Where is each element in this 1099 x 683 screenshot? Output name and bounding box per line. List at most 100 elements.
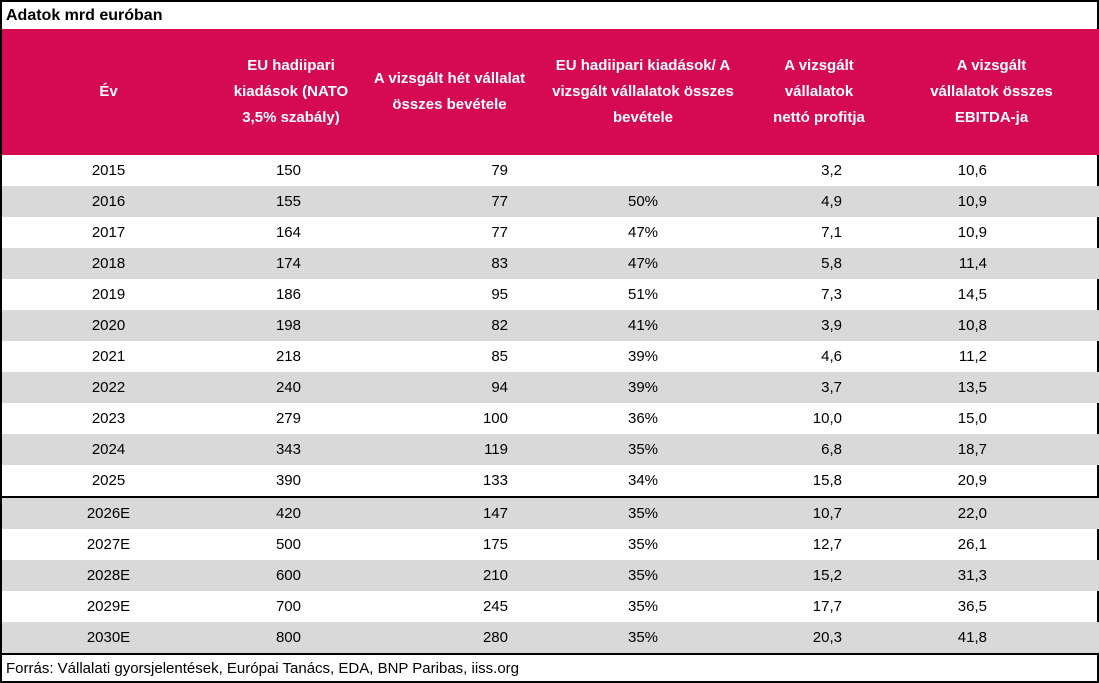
value-cell: 18,7 xyxy=(957,441,987,458)
value-cell: 10,8 xyxy=(957,317,987,334)
value-cell: 39% xyxy=(627,348,659,365)
table-row: 2026E 420 147 35% 10,7 22,0 xyxy=(2,496,1099,529)
value-cell: 100 xyxy=(482,410,508,427)
value-cell: 6,8 xyxy=(821,441,842,458)
value-cell: 245 xyxy=(482,598,508,615)
year-cell: 2015 xyxy=(91,162,126,179)
value-cell: 94 xyxy=(491,379,508,396)
value-cell: 4,6 xyxy=(821,348,842,365)
table-row: 2019 186 95 51% 7,3 14,5 xyxy=(2,279,1099,310)
table-row: 2028E 600 210 35% 15,2 31,3 xyxy=(2,560,1099,591)
table-row: 2027E 500 175 35% 12,7 26,1 xyxy=(2,529,1099,560)
value-cell: 14,5 xyxy=(957,286,987,303)
year-cell: 2022 xyxy=(91,379,126,396)
value-cell: 47% xyxy=(627,224,659,241)
value-cell: 420 xyxy=(215,496,367,529)
year-cell: 2027E xyxy=(86,536,131,553)
column-header-seven-companies-revenue: A vizsgált hét vállalat összes bevétele xyxy=(367,29,532,155)
value-cell: 11,4 xyxy=(958,255,987,272)
value-cell: 119 xyxy=(484,441,508,458)
table-row: 2023 279 100 36% 10,0 15,0 xyxy=(2,403,1099,434)
table-row: 2016 155 77 50% 4,9 10,9 xyxy=(2,186,1099,217)
value-cell: 95 xyxy=(491,286,508,303)
value-cell: 280 xyxy=(482,629,508,646)
value-cell: 35% xyxy=(627,629,659,646)
value-cell: 11,2 xyxy=(958,348,987,365)
value-cell: 500 xyxy=(275,536,301,553)
value-cell: 85 xyxy=(491,348,508,365)
value-cell: 10,9 xyxy=(957,224,987,241)
value-cell: 7,3 xyxy=(821,286,842,303)
table-row: 2015 150 79 3,2 10,6 xyxy=(2,155,1099,186)
year-cell: 2023 xyxy=(91,410,126,427)
value-cell: 15,2 xyxy=(812,567,842,584)
value-cell: 7,1 xyxy=(821,224,842,241)
value-cell: 20,3 xyxy=(812,629,842,646)
year-cell: 2026E xyxy=(2,496,215,529)
value-cell: 22,0 xyxy=(884,496,1099,529)
year-cell: 2030E xyxy=(86,629,131,646)
value-cell: 12,7 xyxy=(812,536,842,553)
value-cell: 79 xyxy=(491,162,508,179)
value-cell: 13,5 xyxy=(957,379,987,396)
value-cell: 35% xyxy=(627,567,659,584)
value-cell: 10,0 xyxy=(812,410,842,427)
value-cell: 186 xyxy=(275,286,301,303)
table-row: 2018 174 83 47% 5,8 11,4 xyxy=(2,248,1099,279)
value-cell: 198 xyxy=(275,317,301,334)
value-cell: 50% xyxy=(627,193,659,210)
value-cell: 5,8 xyxy=(821,255,842,272)
value-cell: 41,8 xyxy=(957,629,987,646)
value-cell: 4,9 xyxy=(821,193,842,210)
table-row: 2030E 800 280 35% 20,3 41,8 xyxy=(2,622,1099,653)
value-cell: 3,2 xyxy=(821,162,842,179)
column-header-eu-defense-spending: EU hadiipari kiadások (NATO 3,5% szabály… xyxy=(215,29,367,155)
table-body: 2015 150 79 3,2 10,6 2016 155 77 50% 4,9 10,9 2017 1… xyxy=(2,155,1099,653)
value-cell xyxy=(532,155,754,186)
value-cell: 800 xyxy=(275,629,301,646)
value-cell: 155 xyxy=(275,193,301,210)
table-title: Adatok mrd euróban xyxy=(6,6,163,24)
value-cell: 174 xyxy=(275,255,301,272)
year-cell: 2018 xyxy=(91,255,126,272)
value-cell: 240 xyxy=(275,379,301,396)
value-cell: 600 xyxy=(275,567,301,584)
column-header-year: Év xyxy=(2,29,215,155)
value-cell: 41% xyxy=(627,317,659,334)
year-cell: 2024 xyxy=(91,441,126,458)
value-cell: 47% xyxy=(627,255,659,272)
year-cell: 2025 xyxy=(91,472,126,489)
value-cell: 36,5 xyxy=(957,598,987,615)
value-cell: 10,7 xyxy=(754,496,884,529)
value-cell: 17,7 xyxy=(812,598,842,615)
value-cell: 279 xyxy=(275,410,301,427)
value-cell: 15,0 xyxy=(957,410,987,427)
year-cell: 2019 xyxy=(91,286,126,303)
value-cell: 35% xyxy=(627,441,659,458)
value-cell: 175 xyxy=(482,536,508,553)
column-header-net-profit: A vizsgált vállalatok nettó profitja xyxy=(754,29,884,155)
year-cell: 2029E xyxy=(86,598,131,615)
value-cell: 3,7 xyxy=(821,379,842,396)
value-cell: 35% xyxy=(627,598,659,615)
table-row: 2025 390 133 34% 15,8 20,9 xyxy=(2,465,1099,497)
value-cell: 10,6 xyxy=(957,162,987,179)
value-cell: 51% xyxy=(627,286,659,303)
source-note: Forrás: Vállalati gyorsjelentések, Európ… xyxy=(2,653,1097,681)
year-cell: 2021 xyxy=(91,348,126,365)
year-cell: 2020 xyxy=(91,317,126,334)
value-cell: 390 xyxy=(275,472,301,489)
value-cell: 36% xyxy=(627,410,659,427)
value-cell: 147 xyxy=(367,496,532,529)
value-cell: 31,3 xyxy=(957,567,987,584)
defense-spending-table: Év EU hadiipari kiadások (NATO 3,5% szab… xyxy=(2,29,1099,653)
value-cell: 35% xyxy=(532,496,754,529)
value-cell: 15,8 xyxy=(812,472,842,489)
value-cell: 218 xyxy=(275,348,301,365)
value-cell: 34% xyxy=(627,472,659,489)
value-cell: 164 xyxy=(275,224,301,241)
value-cell: 39% xyxy=(627,379,659,396)
table-row: 2022 240 94 39% 3,7 13,5 xyxy=(2,372,1099,403)
table-row: 2020 198 82 41% 3,9 10,8 xyxy=(2,310,1099,341)
year-cell: 2028E xyxy=(86,567,131,584)
